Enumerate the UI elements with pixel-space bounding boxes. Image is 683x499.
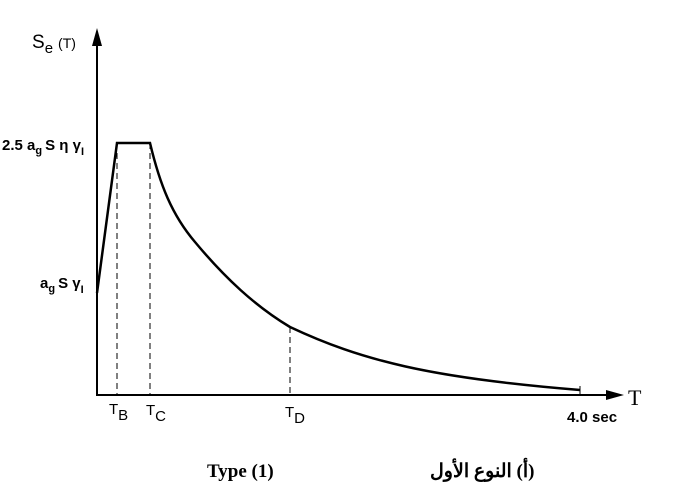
spectrum-curve <box>95 141 581 392</box>
x-end-label: 4.0 sec <box>567 409 617 426</box>
period-guides <box>116 143 291 395</box>
tc-label: TC <box>146 402 166 425</box>
y-axis-label: Se (T) <box>32 32 76 57</box>
caption-arabic: (أ) النوع الأول <box>430 457 534 482</box>
x-axis-label: T <box>628 385 642 410</box>
base-level-label: ag S γI <box>40 275 84 296</box>
td-label: TD <box>285 404 305 427</box>
tb-label: TB <box>109 401 128 424</box>
y-arrow <box>92 28 102 46</box>
caption-english: Type (1) <box>207 461 274 482</box>
plateau-level-label: 2.5 ag S η γI <box>2 137 84 158</box>
x-arrow <box>606 390 624 400</box>
